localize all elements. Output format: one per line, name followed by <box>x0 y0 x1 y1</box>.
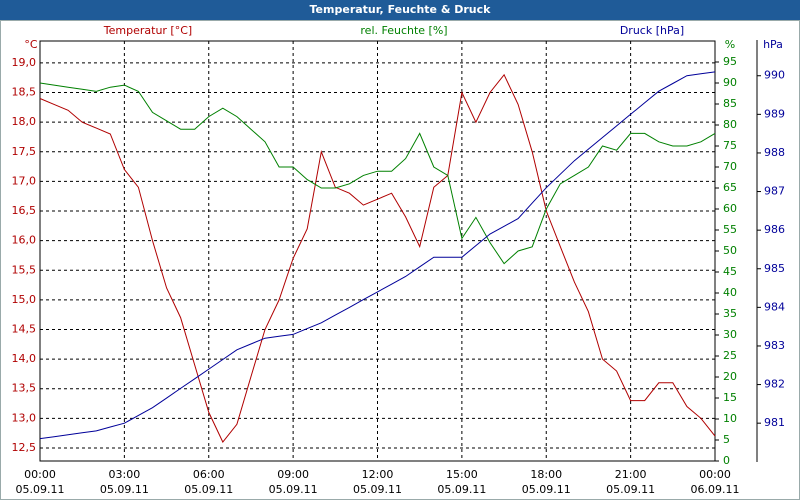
y-tick-label: 18,0 <box>12 115 37 128</box>
y3-tick-label: 989 <box>764 107 785 120</box>
y3-tick-label: 988 <box>764 146 785 159</box>
legend-label: Temperatur [°C] <box>103 24 192 37</box>
y-tick-label: 15,0 <box>12 293 37 306</box>
y2-tick-label: 90 <box>723 76 737 89</box>
y2-tick-label: 60 <box>723 202 737 215</box>
x-tick-date: 05.09.11 <box>437 483 486 496</box>
series-line <box>39 82 716 265</box>
y-tick-label: 16,5 <box>12 204 37 217</box>
y2-tick-label: 25 <box>723 349 737 362</box>
x-tick-date: 05.09.11 <box>522 483 571 496</box>
y2-tick-label: 80 <box>723 118 737 131</box>
y2-tick-label: 85 <box>723 97 737 110</box>
y3-axis-label: hPa <box>763 38 783 51</box>
plot-border <box>39 40 716 462</box>
y2-tick-label: 95 <box>723 55 737 68</box>
y-tick-label: 13,0 <box>12 411 37 424</box>
y2-tick-label: 35 <box>723 307 737 320</box>
y2-tick-label: 40 <box>723 286 737 299</box>
x-tick-date: 05.09.11 <box>606 483 655 496</box>
x-tick-date: 05.09.11 <box>353 483 402 496</box>
legend-label: rel. Feuchte [%] <box>360 24 447 37</box>
series-line <box>39 73 716 443</box>
legend-label: Druck [hPa] <box>620 24 684 37</box>
y-tick-label: 15,5 <box>12 263 37 276</box>
x-tick-label: 00:00 <box>699 468 731 481</box>
y2-tick-label: 55 <box>723 223 737 236</box>
y-tick-label: 16,0 <box>12 234 37 247</box>
title-bar <box>0 0 800 20</box>
y-tick-label: 17,5 <box>12 145 37 158</box>
y2-tick-label: 15 <box>723 391 737 404</box>
y2-tick-label: 70 <box>723 160 737 173</box>
y2-tick-label: 30 <box>723 328 737 341</box>
x-tick-date: 05.09.11 <box>269 483 318 496</box>
x-tick-label: 00:00 <box>24 468 56 481</box>
x-tick-label: 09:00 <box>277 468 309 481</box>
y3-tick-label: 982 <box>764 378 785 391</box>
x-tick-label: 03:00 <box>109 468 141 481</box>
y2-tick-label: 5 <box>723 433 730 446</box>
y3-tick-label: 983 <box>764 339 785 352</box>
y-tick-label: 17,0 <box>12 174 37 187</box>
y2-tick-label: 20 <box>723 370 737 383</box>
y3-tick-label: 985 <box>764 262 785 275</box>
y2-tick-label: 75 <box>723 139 737 152</box>
y2-tick-label: 65 <box>723 181 737 194</box>
y-tick-label: 14,0 <box>12 352 37 365</box>
y-tick-label: 13,5 <box>12 382 37 395</box>
y2-tick-label: 50 <box>723 244 737 257</box>
x-tick-label: 21:00 <box>615 468 647 481</box>
y3-tick-label: 984 <box>764 300 785 313</box>
x-tick-label: 15:00 <box>446 468 478 481</box>
y-tick-label: 18,5 <box>12 86 37 99</box>
x-tick-label: 12:00 <box>362 468 394 481</box>
y-tick-label: 19,0 <box>12 56 37 69</box>
y-axis-label: °C <box>24 38 38 51</box>
x-tick-date: 05.09.11 <box>184 483 233 496</box>
x-tick-label: 06:00 <box>193 468 225 481</box>
y3-tick-label: 986 <box>764 223 785 236</box>
y2-tick-label: 0 <box>723 454 730 467</box>
y-tick-label: 12,5 <box>12 441 37 454</box>
x-tick-date: 05.09.11 <box>100 483 149 496</box>
chart-title: Temperatur, Feuchte & Druck <box>310 3 492 16</box>
y3-tick-label: 981 <box>764 416 785 429</box>
x-tick-label: 18:00 <box>530 468 562 481</box>
y3-tick-label: 987 <box>764 185 785 198</box>
y2-axis-label: % <box>725 38 735 51</box>
y2-tick-label: 45 <box>723 265 737 278</box>
y3-tick-label: 990 <box>764 69 785 82</box>
x-tick-date: 05.09.11 <box>16 483 65 496</box>
x-tick-date: 06.09.11 <box>691 483 740 496</box>
series-line <box>39 71 716 440</box>
y-tick-label: 14,5 <box>12 322 37 335</box>
y2-tick-label: 10 <box>723 412 737 425</box>
